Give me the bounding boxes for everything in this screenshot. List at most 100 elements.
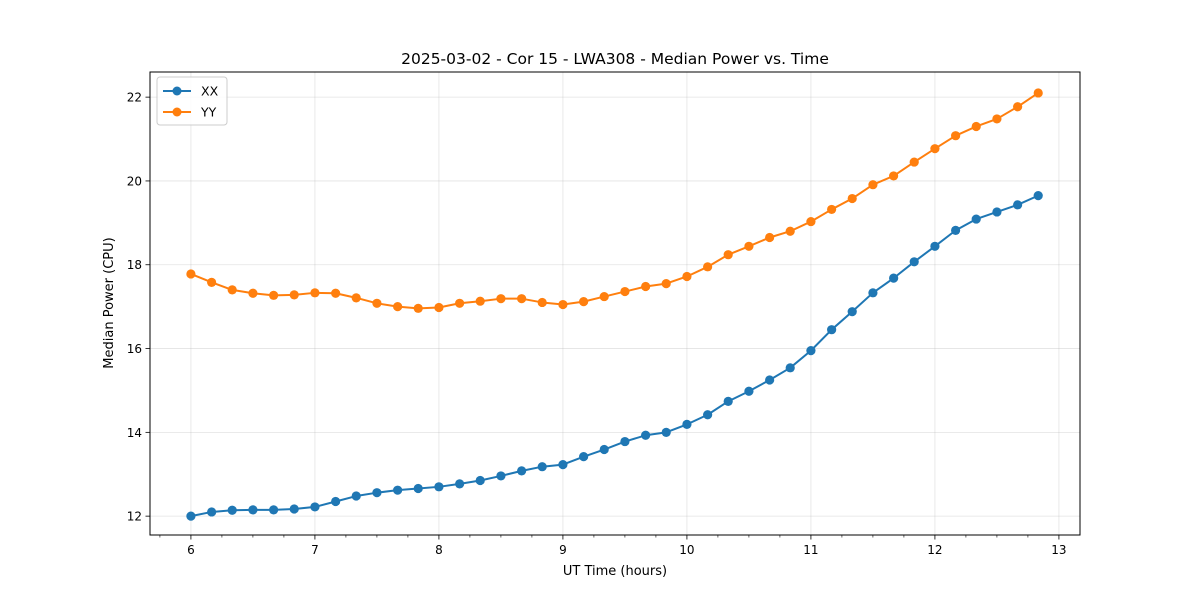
data-point-xx: [496, 471, 506, 481]
data-point-yy: [455, 298, 465, 308]
data-point-xx: [868, 288, 878, 298]
data-point-xx: [620, 436, 630, 447]
legend: XX YY: [156, 76, 228, 126]
data-point-yy: [661, 278, 671, 289]
data-point-yy: [331, 288, 341, 298]
data-point-yy: [703, 262, 713, 272]
data-point-xx: [971, 214, 981, 224]
data-point-yy: [868, 180, 878, 190]
data-point-yy: [558, 299, 568, 310]
legend-item-xx: XX: [163, 84, 219, 99]
data-point-yy: [413, 303, 423, 313]
x-tick-label: 13: [1051, 543, 1066, 557]
data-point-xx: [785, 363, 795, 373]
data-point-yy: [496, 294, 506, 304]
data-point-xx: [269, 505, 279, 515]
data-point-yy: [641, 281, 651, 292]
data-point-xx: [599, 444, 609, 455]
data-point-yy: [207, 277, 217, 287]
data-point-yy: [1033, 88, 1043, 98]
data-point-yy: [434, 302, 444, 313]
legend-marker-yy: [172, 107, 182, 117]
data-point-yy: [186, 269, 196, 279]
data-point-yy: [765, 232, 775, 243]
x-tick-label: 8: [435, 543, 443, 557]
legend-item-yy: YY: [163, 105, 217, 120]
y-tick-label: 18: [127, 258, 142, 272]
data-point-yy: [1013, 102, 1023, 112]
data-point-xx: [434, 482, 444, 492]
x-tick-label: 6: [187, 543, 195, 557]
data-point-yy: [930, 144, 940, 154]
data-point-xx: [909, 257, 919, 267]
data-point-yy: [785, 226, 795, 236]
data-point-xx: [641, 430, 651, 440]
x-axis-label: UT Time (hours): [563, 564, 667, 579]
data-point-xx: [351, 491, 361, 501]
data-point-xx: [1033, 191, 1043, 201]
data-point-xx: [682, 419, 692, 429]
data-point-xx: [765, 375, 775, 385]
data-point-xx: [413, 483, 423, 494]
data-point-yy: [971, 121, 981, 132]
data-point-xx: [889, 273, 899, 283]
data-point-xx: [331, 496, 341, 507]
y-tick-label: 16: [127, 342, 142, 356]
data-point-yy: [682, 271, 692, 282]
data-point-xx: [455, 479, 465, 489]
data-point-xx: [227, 505, 237, 515]
data-point-yy: [227, 285, 237, 295]
data-point-xx: [289, 504, 299, 514]
data-point-xx: [1013, 200, 1023, 210]
x-tick-label: 11: [803, 543, 818, 557]
y-tick-label: 22: [127, 91, 142, 105]
data-point-xx: [186, 511, 196, 521]
data-point-xx: [393, 485, 403, 495]
data-point-yy: [248, 288, 258, 298]
data-point-xx: [744, 386, 754, 396]
x-tick-label: 7: [311, 543, 319, 557]
x-tick-label: 12: [927, 543, 942, 557]
data-point-yy: [620, 286, 630, 297]
data-point-xx: [806, 346, 816, 356]
data-point-xx: [992, 207, 1002, 217]
data-point-xx: [703, 410, 713, 420]
data-point-xx: [723, 396, 733, 406]
data-point-yy: [992, 114, 1002, 124]
data-point-yy: [517, 294, 527, 304]
data-point-yy: [909, 157, 919, 167]
series-yy: [186, 88, 1043, 313]
legend-label-xx: XX: [201, 84, 219, 99]
series-xx: [186, 191, 1043, 521]
data-point-yy: [806, 216, 816, 227]
data-point-xx: [579, 452, 589, 462]
data-point-xx: [537, 462, 547, 472]
legend-label-yy: YY: [200, 105, 217, 120]
data-point-yy: [310, 288, 320, 298]
data-point-yy: [393, 302, 403, 312]
data-point-yy: [889, 171, 899, 181]
data-point-yy: [723, 250, 733, 260]
data-point-xx: [661, 427, 671, 437]
data-point-yy: [847, 193, 857, 204]
data-point-yy: [475, 296, 485, 306]
y-tick-label: 14: [127, 426, 142, 440]
data-point-xx: [558, 460, 568, 470]
data-point-xx: [310, 502, 320, 512]
data-point-yy: [744, 241, 754, 251]
data-point-xx: [847, 307, 857, 317]
data-point-yy: [579, 297, 589, 307]
series-layer: [186, 88, 1043, 521]
data-point-yy: [951, 131, 961, 141]
data-point-yy: [827, 204, 837, 215]
data-point-xx: [248, 505, 258, 515]
plot-frame: [149, 71, 1081, 536]
data-point-yy: [537, 297, 547, 308]
data-point-yy: [269, 290, 279, 300]
axis-layer: 6 7 8 9 10 11 12 13 12 14 16 18 20 22: [127, 91, 1067, 557]
y-tick-label: 12: [127, 510, 142, 524]
data-point-xx: [207, 507, 217, 517]
data-point-yy: [289, 290, 299, 300]
